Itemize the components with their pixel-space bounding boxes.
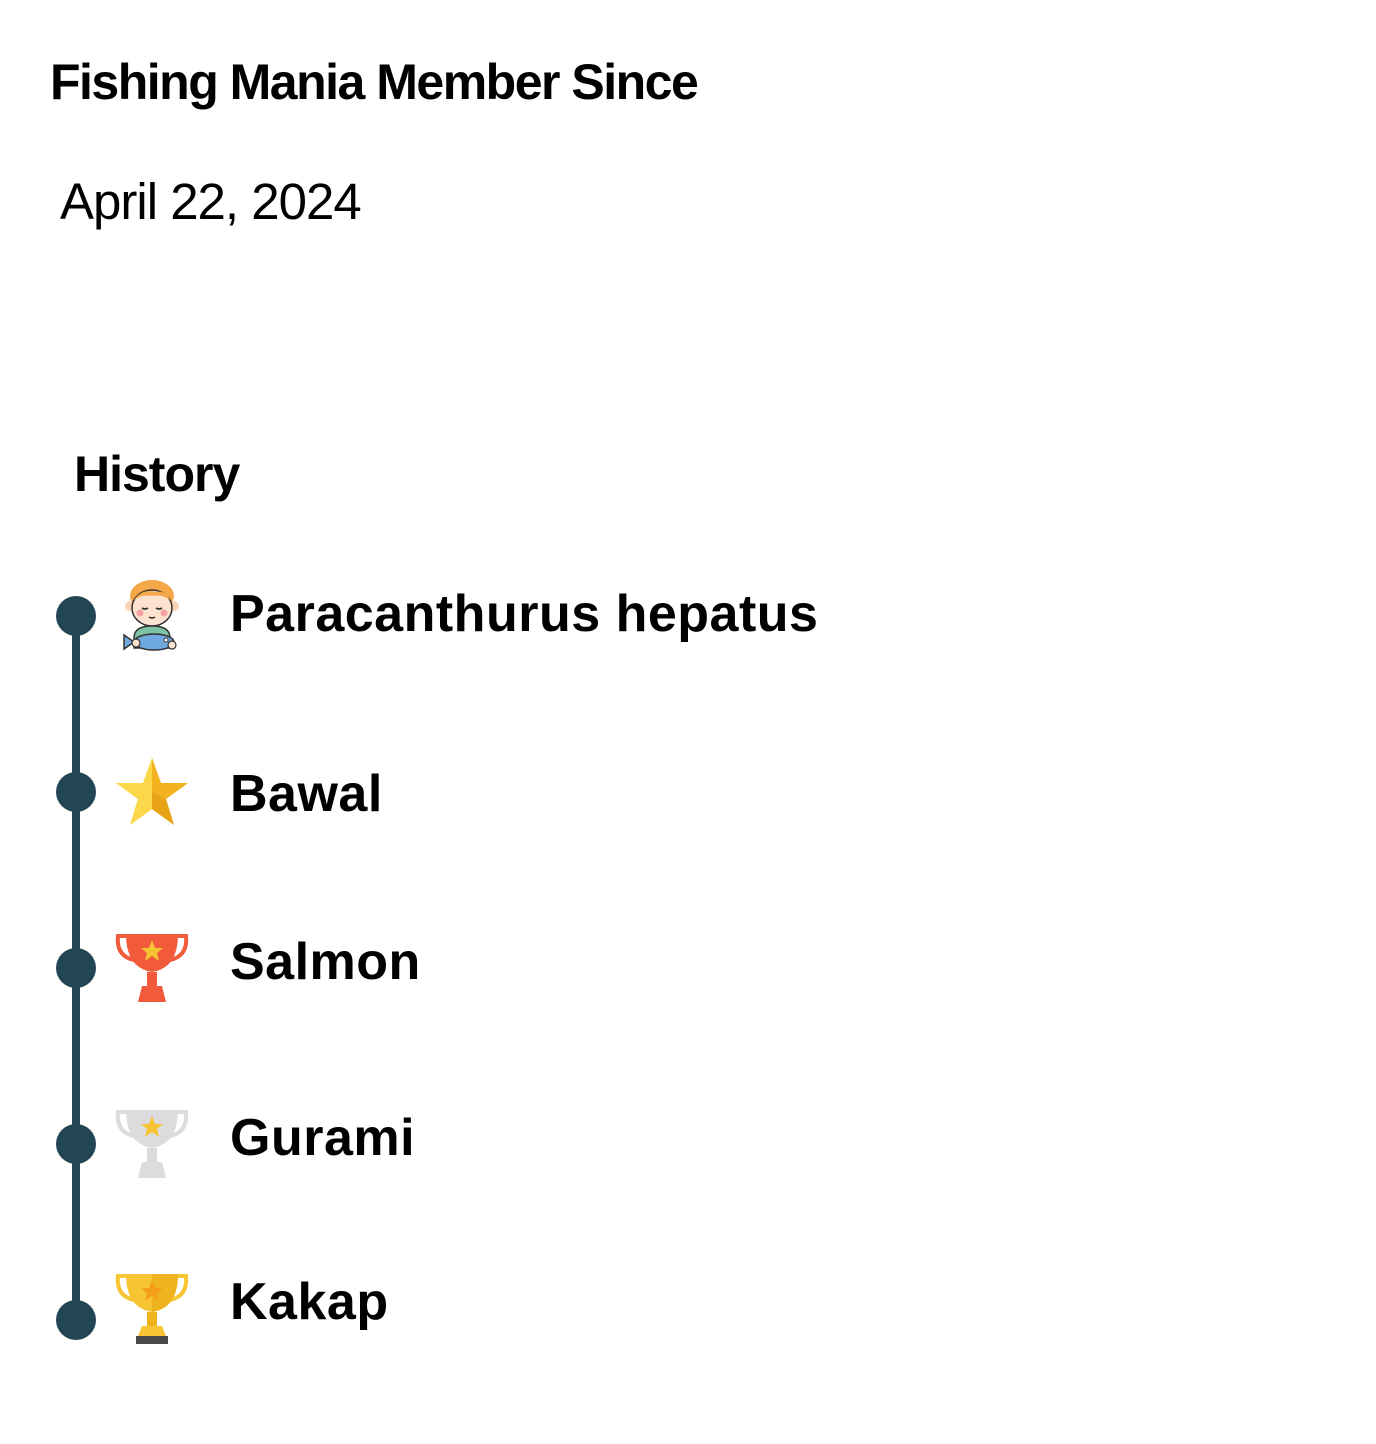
gold-trophy-icon: [112, 1268, 192, 1348]
red-trophy-icon: [112, 928, 192, 1008]
member-since-date: April 22, 2024: [60, 173, 362, 230]
history-item-label: Gurami: [230, 1109, 416, 1167]
member-since-title: Fishing Mania Member Since: [50, 54, 699, 110]
timeline-dot: [56, 1300, 96, 1340]
history-item-label: Kakap: [230, 1273, 389, 1331]
history-item-label: Salmon: [230, 933, 421, 991]
timeline-dot: [56, 948, 96, 988]
history-item-label: Paracanthurus hepatus: [230, 585, 819, 643]
gold-star-icon: [112, 752, 192, 832]
timeline-dot: [56, 772, 96, 812]
child-holding-fish-icon: [112, 576, 192, 656]
silver-trophy-icon: [112, 1104, 192, 1184]
timeline-dot: [56, 1124, 96, 1164]
timeline-dot: [56, 596, 96, 636]
history-item-label: Bawal: [230, 765, 383, 823]
history-heading: History: [74, 446, 240, 502]
